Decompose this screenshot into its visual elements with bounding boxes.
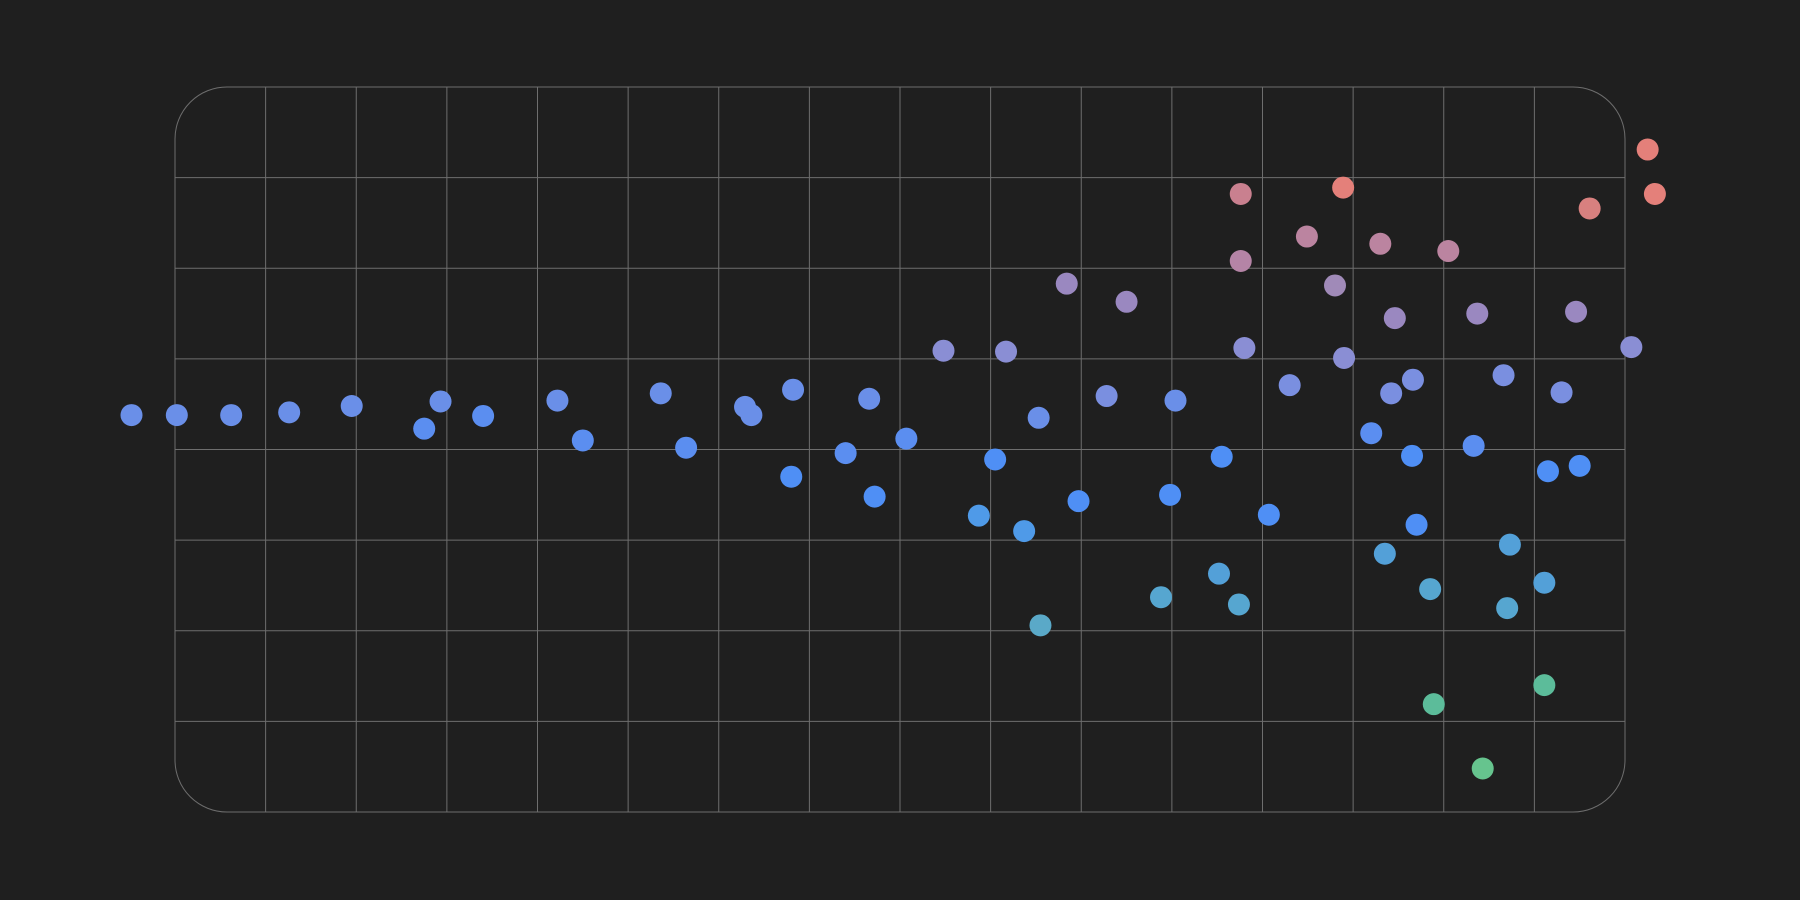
data-point <box>1324 274 1346 297</box>
data-point <box>863 485 886 508</box>
data-point <box>1278 374 1301 397</box>
data-point <box>1229 250 1252 272</box>
data-point <box>1533 674 1556 697</box>
data-point <box>1333 346 1356 369</box>
scatter-points <box>120 138 1666 780</box>
data-point <box>1208 562 1230 585</box>
data-point <box>834 442 857 465</box>
data-point <box>984 448 1007 471</box>
data-point <box>1578 197 1601 220</box>
data-point <box>1422 693 1445 716</box>
data-point <box>1536 460 1559 483</box>
data-point <box>1295 225 1318 248</box>
data-point <box>675 436 698 459</box>
data-point <box>1550 381 1573 404</box>
data-point <box>413 417 436 440</box>
data-point <box>740 404 763 427</box>
data-point <box>1257 503 1280 526</box>
data-point <box>1466 302 1489 325</box>
data-point <box>1210 445 1233 468</box>
data-point <box>1380 382 1403 405</box>
data-point <box>967 504 990 527</box>
data-point <box>1369 232 1392 255</box>
data-point <box>472 404 495 427</box>
data-point <box>1419 578 1442 601</box>
data-point <box>1492 364 1515 387</box>
data-point <box>932 339 955 362</box>
data-point <box>780 465 803 488</box>
data-point <box>1229 182 1252 205</box>
data-point <box>895 427 918 450</box>
data-point <box>120 404 143 427</box>
data-point <box>782 378 805 401</box>
data-point <box>1233 337 1256 359</box>
data-point <box>1568 454 1591 477</box>
data-point <box>165 404 188 427</box>
data-point <box>571 429 594 452</box>
data-point <box>1401 368 1424 391</box>
data-point <box>1620 336 1643 359</box>
data-point <box>429 390 452 413</box>
data-point <box>1636 138 1659 161</box>
data-point <box>1405 513 1428 536</box>
data-point <box>1067 490 1090 513</box>
data-point <box>1471 757 1494 780</box>
data-point <box>858 387 881 410</box>
data-point <box>1496 597 1519 620</box>
data-point <box>340 395 363 417</box>
plot-grid <box>175 87 1625 812</box>
data-point <box>1150 586 1172 609</box>
data-point <box>1373 542 1396 565</box>
data-point <box>1498 533 1521 556</box>
data-point <box>1055 272 1078 295</box>
data-point <box>1462 434 1485 457</box>
data-point <box>1360 422 1383 445</box>
data-point <box>1227 593 1250 616</box>
data-point <box>995 340 1018 363</box>
data-point <box>1027 406 1050 429</box>
data-point <box>1565 300 1588 323</box>
data-point <box>1643 182 1666 205</box>
data-point <box>1013 520 1036 543</box>
data-point <box>1164 389 1187 412</box>
data-point <box>1115 290 1138 313</box>
data-point <box>1533 571 1556 594</box>
data-point <box>1029 614 1052 637</box>
data-point <box>1383 307 1406 330</box>
plot-area-border <box>174 86 1626 813</box>
data-point <box>649 382 672 405</box>
data-point <box>1332 176 1355 199</box>
data-point <box>1159 483 1182 506</box>
data-point <box>1437 240 1460 263</box>
data-point <box>278 401 301 424</box>
data-point <box>546 389 569 412</box>
data-point <box>1095 385 1118 408</box>
data-point <box>220 404 243 427</box>
data-point <box>1401 444 1424 467</box>
